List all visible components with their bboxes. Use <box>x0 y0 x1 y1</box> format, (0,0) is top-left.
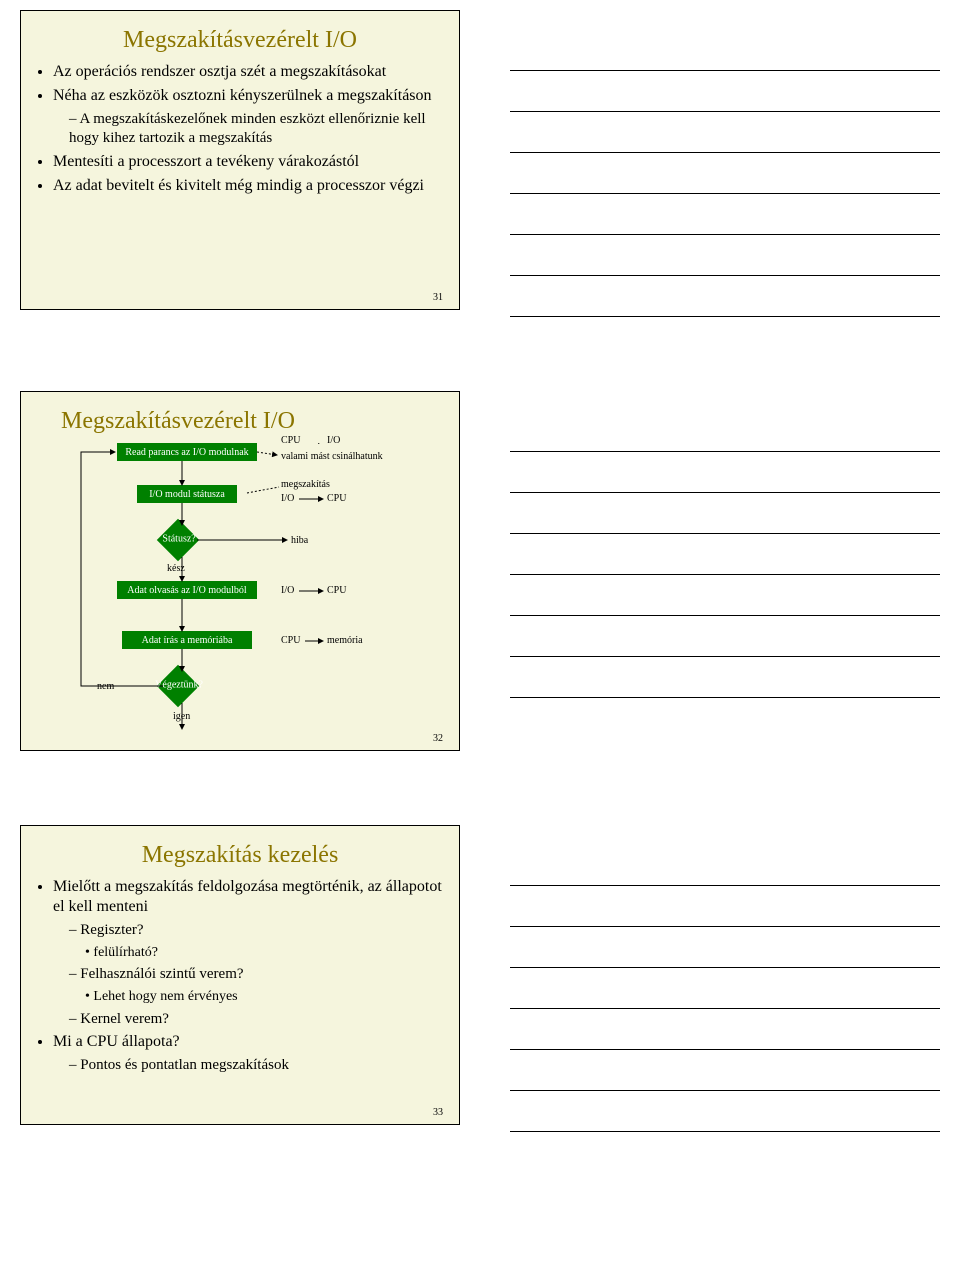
slide3-s2: Felhasználói szintű verem? <box>69 965 443 984</box>
slide1-b1: Az operációs rendszer osztja szét a megs… <box>53 62 443 82</box>
notes-1 <box>480 10 940 317</box>
lbl-cpu-3: CPU <box>327 585 346 596</box>
lbl-mem: memória <box>327 635 363 646</box>
lbl-io-1: I/O <box>327 435 340 446</box>
lbl-error: hiba <box>291 535 308 546</box>
slide3-s3: Kernel verem? <box>69 1010 443 1029</box>
slide1-b4: Az adat bevitelt és kivitelt még mindig … <box>53 176 443 196</box>
lbl-cpu-1: CPU <box>281 435 300 446</box>
slide3-list: Mielőtt a megszakítás feldolgozása megtö… <box>53 877 443 1075</box>
slide-3: Megszakítás kezelés Mielőtt a megszakítá… <box>20 825 460 1125</box>
notes-3 <box>480 825 940 1132</box>
lbl-io-2: I/O <box>281 493 294 504</box>
slide3-s1: Regiszter? <box>69 921 443 940</box>
page-row-2: Megszakításvezérelt I/O Read parancs az … <box>0 381 960 751</box>
slide3-b1: Mielőtt a megszakítás feldolgozása megtö… <box>53 877 443 917</box>
lbl-yes: igen <box>173 711 190 722</box>
lbl-cpu-4: CPU <box>281 635 300 646</box>
slide-1: Megszakításvezérelt I/O Az operációs ren… <box>20 10 460 310</box>
slide3-pagenum: 33 <box>433 1101 449 1118</box>
lbl-else: valami mást csinálhatunk <box>281 451 383 462</box>
lbl-cpu-2: CPU <box>327 493 346 504</box>
lbl-ready: kész <box>167 563 185 574</box>
slide1-b3: Mentesíti a processzort a tevékeny várak… <box>53 152 443 172</box>
slide1-pagenum: 31 <box>433 286 449 303</box>
lbl-io-3: I/O <box>281 585 294 596</box>
slide1-sub: A megszakításkezelőnek minden eszközt el… <box>69 110 443 148</box>
slide2-title: Megszakításvezérelt I/O <box>37 408 443 435</box>
node-write-mem: Adat írás a memóriába <box>122 631 252 649</box>
notes-2 <box>480 391 940 751</box>
lbl-interrupt: megszakítás <box>281 479 330 490</box>
node-read-cmd: Read parancs az I/O modulnak <box>117 443 257 461</box>
slide-2: Megszakításvezérelt I/O Read parancs az … <box>20 391 460 751</box>
slide1-b2: Néha az eszközök osztozni kényszerülnek … <box>53 86 443 106</box>
slide1-title: Megszakításvezérelt I/O <box>37 27 443 54</box>
slide3-title: Megszakítás kezelés <box>37 842 443 869</box>
page-row-1: Megszakításvezérelt I/O Az operációs ren… <box>0 0 960 317</box>
node-status: I/O modul státusza <box>137 485 237 503</box>
node-read-data: Adat olvasás az I/O modulból <box>117 581 257 599</box>
page-row-3: Megszakítás kezelés Mielőtt a megszakítá… <box>0 815 960 1132</box>
flow-arrows <box>37 443 477 753</box>
slide3-b2: Mi a CPU állapota? <box>53 1032 443 1052</box>
slide2-pagenum: 32 <box>433 727 449 744</box>
flowchart: Read parancs az I/O modulnak I/O modul s… <box>37 443 443 753</box>
slide1-list: Az operációs rendszer osztja szét a megs… <box>53 62 443 196</box>
slide3-ss1: felülírható? <box>85 944 443 962</box>
lbl-no: nem <box>97 681 114 692</box>
slide3-s4: Pontos és pontatlan megszakítások <box>69 1056 443 1075</box>
slide3-ss2: Lehet hogy nem érvényes <box>85 988 443 1006</box>
